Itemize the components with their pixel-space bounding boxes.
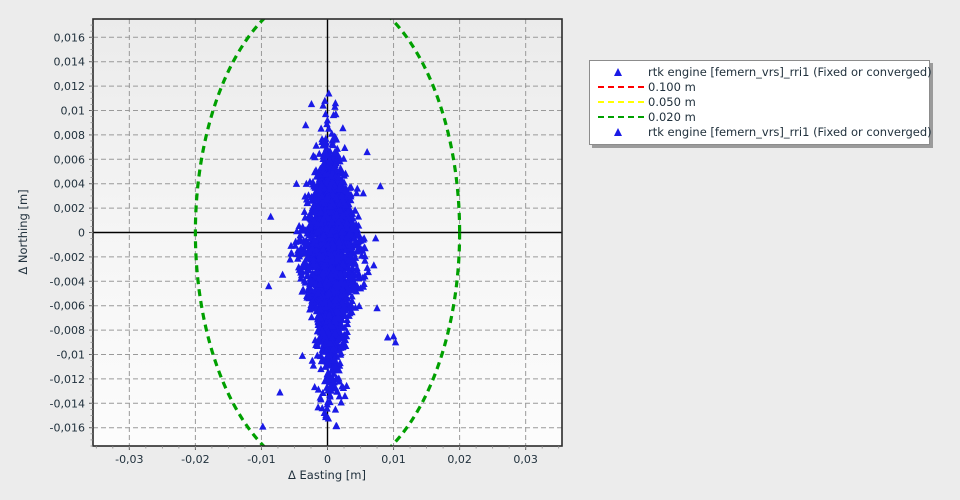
svg-text:0,01: 0,01 (61, 105, 86, 118)
legend-item[interactable]: 0.020 m (594, 110, 923, 125)
legend-item[interactable]: rtk engine [femern_vrs]_rri1 (Fixed or c… (594, 65, 932, 80)
scatter-plot-svg[interactable]: -0,03 -0,02 -0,01 0 0,01 0,02 0,03 0,0160,0140… (0, 0, 575, 500)
svg-text:0,01: 0,01 (381, 453, 406, 466)
legend-item-label: 0.100 m (648, 80, 696, 94)
svg-text:-0,03: -0,03 (115, 453, 143, 466)
y-axis-title: Δ Northing [m] (16, 189, 30, 274)
legend-key-dash-yellow-icon (594, 95, 648, 110)
svg-text:0,03: 0,03 (513, 453, 538, 466)
y-axis-ticks: 0,016 0,014 0,012 0,01 0,008 0,006 0,004 0,002 0… (50, 31, 93, 435)
legend-item[interactable]: 0.100 m (594, 80, 923, 95)
svg-text:0: 0 (324, 453, 331, 466)
x-axis-ticks: -0,03 -0,02 -0,01 0 0,01 0,02 0,03 (115, 446, 538, 466)
svg-text:-0,006: -0,006 (50, 300, 85, 313)
legend-key-dash-green-icon (594, 110, 648, 125)
svg-text:-0,008: -0,008 (50, 324, 85, 337)
svg-text:0,002: 0,002 (54, 202, 86, 215)
svg-text:0,004: 0,004 (54, 178, 86, 191)
x-axis-title: Δ Easting [m] (288, 468, 366, 482)
legend-item[interactable]: rtk engine [femern_vrs]_rri1 (Fixed or c… (594, 125, 932, 140)
svg-text:0,014: 0,014 (54, 56, 86, 69)
minor-ticks (90, 24, 560, 449)
svg-text:0,016: 0,016 (54, 31, 86, 44)
scatter-points (259, 89, 400, 430)
svg-text:0: 0 (78, 227, 85, 240)
svg-text:-0,004: -0,004 (50, 275, 85, 288)
chart-legend[interactable]: rtk engine [femern_vrs]_rri1 (Fixed or c… (589, 60, 932, 145)
svg-text:-0,01: -0,01 (247, 453, 275, 466)
legend-key-triangle-blue-icon (594, 125, 648, 140)
tolerance-circles (193, 19, 462, 446)
scatter-plot-panel: -0,03 -0,02 -0,01 0 0,01 0,02 0,03 0,016 0,014 0… (0, 0, 575, 500)
legend-item-label: rtk engine [femern_vrs]_rri1 (Fixed or c… (648, 125, 932, 139)
svg-text:-0,016: -0,016 (50, 422, 85, 435)
legend-item-label: rtk engine [femern_vrs]_rri1 (Fixed or c… (648, 65, 932, 79)
svg-text:-0,02: -0,02 (181, 453, 209, 466)
svg-text:-0,01: -0,01 (57, 349, 85, 362)
svg-text:0,012: 0,012 (54, 80, 86, 93)
legend-item-label: 0.020 m (648, 110, 696, 124)
legend-key-triangle-blue-icon (594, 65, 648, 80)
svg-text:0,02: 0,02 (447, 453, 472, 466)
svg-text:0,008: 0,008 (54, 129, 86, 142)
legend-item-label: 0.050 m (648, 95, 696, 109)
svg-text:-0,012: -0,012 (50, 373, 85, 386)
svg-text:-0,002: -0,002 (50, 251, 85, 264)
legend-key-dash-red-icon (594, 80, 648, 95)
legend-item[interactable]: 0.050 m (594, 95, 923, 110)
svg-text:-0,014: -0,014 (50, 397, 85, 410)
svg-text:0,006: 0,006 (54, 153, 86, 166)
